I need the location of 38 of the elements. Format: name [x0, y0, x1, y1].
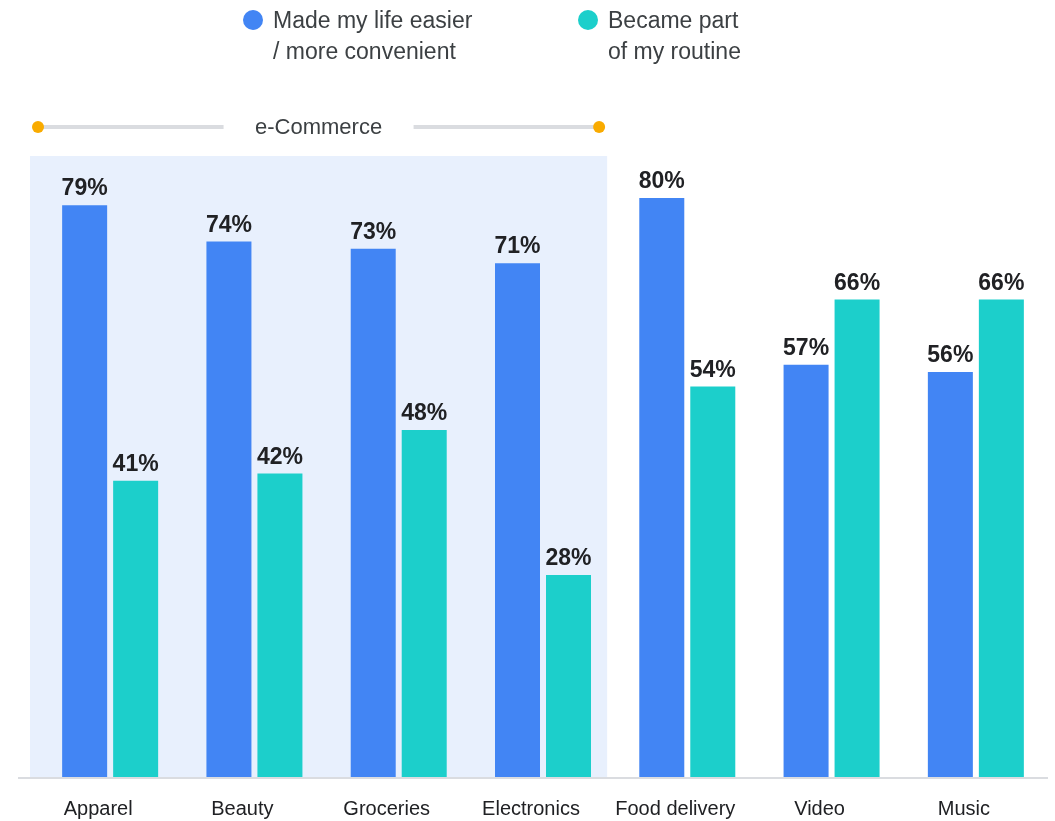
band-label: e-Commerce [255, 114, 383, 139]
data-label: 48% [401, 399, 448, 425]
data-label: 74% [205, 210, 252, 237]
x-tick-label: Electronics [482, 797, 580, 819]
data-label: 41% [112, 449, 159, 476]
bar [978, 299, 1024, 778]
data-label: 79% [61, 174, 108, 201]
x-tick-label: Video [794, 797, 845, 819]
bar [113, 480, 159, 778]
x-tick-label: Apparel [63, 797, 133, 819]
data-label: 66% [978, 268, 1025, 295]
bar [783, 364, 829, 778]
data-label: 73% [350, 217, 397, 244]
bar [257, 473, 303, 778]
data-label: 71% [494, 232, 541, 259]
data-label: 54% [689, 355, 736, 382]
legend-label: Became part of my routine [608, 7, 741, 64]
bar [206, 241, 252, 778]
x-tick-label: Groceries [343, 797, 431, 819]
data-label: 42% [256, 442, 303, 469]
x-tick-label: Food delivery [615, 797, 736, 819]
data-label: 56% [927, 341, 974, 367]
bar [927, 372, 973, 778]
data-label: 66% [834, 268, 881, 295]
bar [350, 248, 396, 778]
bar [401, 430, 447, 778]
data-label: 57% [783, 333, 830, 360]
bar [639, 198, 685, 778]
bar [62, 205, 108, 778]
bar [546, 575, 591, 778]
x-tick-label: Music [937, 797, 990, 819]
data-label: 80% [638, 167, 685, 193]
x-tick-label: Beauty [211, 797, 274, 819]
bar [495, 263, 540, 778]
bar [690, 386, 736, 778]
data-label: 28% [545, 544, 592, 570]
bar [834, 299, 880, 778]
legend-label: Made my life easier / more convenient [273, 7, 473, 64]
